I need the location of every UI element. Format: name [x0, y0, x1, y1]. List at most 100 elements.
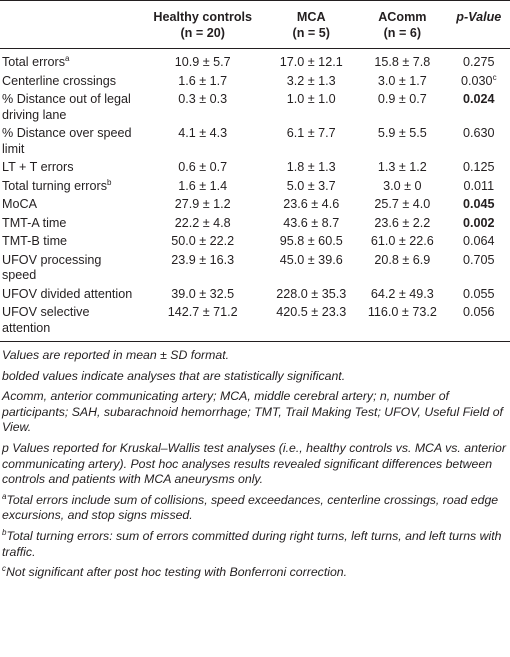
cell-acomm: 1.3 ± 1.2: [377, 160, 427, 174]
cell-mca: 43.6 ± 8.7: [283, 215, 340, 230]
p-value-text: 0.705: [463, 252, 495, 267]
row-variable: TMT-B time: [0, 232, 140, 251]
cell-mca: 17.0 ± 12.1: [279, 55, 343, 69]
footnote-text: Total turning errors: sum of errors comm…: [2, 528, 502, 559]
header-healthy-label: Healthy controls: [153, 10, 253, 24]
footnote-marker: c: [2, 564, 6, 574]
cell-healthy: 10.9 ± 5.7: [174, 55, 231, 69]
header-mca: MCA (n = 5): [265, 0, 358, 49]
cell-healthy: 23.9 ± 16.3: [171, 252, 235, 267]
cell-healthy: 1.6 ± 1.7: [178, 73, 228, 88]
header-mca-label: MCA: [296, 10, 326, 24]
row-variable: % Distance over speed limit: [0, 124, 140, 158]
cell-healthy: 142.7 ± 71.2: [140, 303, 266, 342]
cell-p-value: 0.064: [448, 232, 510, 251]
row-variable: UFOV processing speed: [0, 251, 140, 285]
footnote-text: Values are reported in mean ± SD format.: [2, 348, 230, 362]
row-variable: UFOV divided attention: [0, 285, 140, 304]
table-row: TMT-B time 50.0 ± 22.2 95.8 ± 60.5 61.0 ± 2…: [0, 232, 510, 251]
cell-acomm: 15.8 ± 7.8: [374, 55, 431, 69]
header-acomm-label: AComm: [378, 10, 427, 24]
footnote-text: Not significant after post hoc testing w…: [6, 565, 348, 580]
cell-healthy: 50.0 ± 22.2: [171, 234, 235, 248]
cell-acomm: 20.8 ± 6.9: [374, 252, 431, 267]
footnote-marker: b: [107, 177, 112, 187]
results-table: Healthy controls (n = 20) MCA (n = 5) AC…: [0, 0, 510, 342]
cell-acomm: 25.7 ± 4.0: [374, 197, 431, 211]
header-p-value: p-Value: [447, 0, 510, 49]
table-row: UFOV selective attention 142.7 ± 71.2 420.…: [0, 303, 510, 342]
row-variable-label: Total errors: [2, 55, 65, 69]
cell-acomm: 3.0 ± 0: [383, 178, 422, 193]
cell-mca: 6.1 ± 7.7: [286, 126, 336, 140]
p-value-text: 0.011: [463, 178, 495, 193]
cell-healthy: 4.1 ± 4.3: [178, 126, 228, 140]
table-row: Total errorsa 10.9 ± 5.7 17.0 ± 12.1 15.8 ±…: [0, 49, 510, 72]
cell-p-value: 0.030c: [448, 72, 510, 91]
cell-acomm: 5.9 ± 5.5: [377, 126, 427, 140]
cell-p-value: 0.056: [447, 303, 510, 342]
cell-mca: 228.0 ± 35.3: [276, 286, 347, 301]
cell-p-value: 0.705: [448, 251, 510, 285]
cell-mca: 1.8 ± 1.3: [286, 160, 336, 174]
footnote: p Values reported for Kruskal–Wallis tes…: [2, 441, 508, 488]
cell-healthy: 27.9 ± 1.2: [174, 197, 231, 211]
cell-healthy: 1.6 ± 1.4: [178, 178, 228, 193]
cell-p-value: 0.011: [448, 177, 510, 196]
header-acomm: AComm (n = 6): [357, 0, 448, 49]
table-row: MoCA 27.9 ± 1.2 23.6 ± 4.6 25.7 ± 4.0 0.045: [0, 195, 510, 214]
footnote-text: Acomm, anterior communicating artery; MC…: [2, 389, 503, 435]
row-variable-label: Total turning errors: [2, 178, 107, 193]
p-value-text: 0.002: [463, 215, 495, 230]
footnote-marker: c: [492, 72, 497, 82]
cell-healthy: 39.0 ± 32.5: [171, 286, 235, 301]
row-variable-label: MoCA: [2, 197, 37, 211]
header-acomm-n: (n = 6): [383, 25, 422, 40]
row-variable: MoCA: [0, 195, 140, 214]
cell-healthy: 0.3 ± 0.3: [178, 92, 228, 106]
footnote-marker: a: [2, 491, 7, 501]
p-value-text: 0.064: [463, 234, 495, 248]
header-healthy-controls: Healthy controls (n = 20): [140, 0, 266, 49]
table-row: Centerline crossings 1.6 ± 1.7 3.2 ± 1.3 3.…: [0, 72, 510, 91]
cell-mca: 3.2 ± 1.3: [286, 73, 336, 88]
cell-acomm: 64.2 ± 49.3: [370, 286, 434, 301]
footnote-marker: a: [65, 53, 70, 63]
footnote: Acomm, anterior communicating artery; MC…: [2, 389, 508, 436]
p-value-text: 0.056: [463, 305, 495, 319]
cell-healthy: 0.6 ± 0.7: [178, 160, 228, 174]
footnote: bTotal turning errors: sum of errors com…: [2, 527, 508, 560]
row-variable: UFOV selective attention: [0, 303, 140, 342]
cell-mca: 420.5 ± 23.3: [265, 303, 358, 342]
row-variable-label: UFOV selective attention: [2, 305, 90, 335]
cell-acomm: 116.0 ± 73.2: [357, 303, 448, 342]
footnote: cNot significant after post hoc testing …: [2, 565, 508, 581]
table-row: % Distance over speed limit 4.1 ± 4.3 6.1 …: [0, 124, 510, 158]
cell-acomm: 3.0 ± 1.7: [377, 73, 427, 88]
row-variable: Total turning errorsb: [0, 177, 140, 196]
row-variable-label: LT + T errors: [2, 160, 74, 174]
row-variable: Centerline crossings: [0, 72, 140, 91]
row-variable: TMT-A time: [0, 214, 140, 233]
row-variable-label: TMT-A time: [2, 215, 67, 230]
footnote-text: p Values reported for Kruskal–Wallis tes…: [2, 440, 506, 487]
table-row: TMT-A time 22.2 ± 4.8 43.6 ± 8.7 23.6 ± 2.2…: [0, 214, 510, 233]
row-variable: Total errorsa: [0, 49, 140, 72]
cell-mca: 23.6 ± 4.6: [283, 197, 340, 211]
cell-p-value: 0.045: [448, 195, 510, 214]
cell-p-value: 0.002: [448, 214, 510, 233]
table-body: Total errorsa 10.9 ± 5.7 17.0 ± 12.1 15.8 ±…: [0, 49, 510, 342]
footnote: Values are reported in mean ± SD format.: [2, 348, 508, 364]
footnote-text: Total errors include sum of collisions, …: [2, 492, 499, 523]
cell-healthy: 22.2 ± 4.8: [174, 215, 231, 230]
header-mca-n: (n = 5): [292, 25, 330, 40]
footnote-marker: b: [2, 527, 7, 537]
footnote-text: bolded values indicate analyses that are…: [2, 368, 346, 383]
row-variable-label: % Distance out of legal driving lane: [2, 92, 131, 122]
row-variable: LT + T errors: [0, 158, 140, 177]
cell-p-value: 0.275: [448, 49, 510, 72]
cell-mca: 95.8 ± 60.5: [279, 234, 343, 248]
p-value-text: 0.030: [461, 73, 493, 88]
header-healthy-n: (n = 20): [180, 25, 225, 40]
